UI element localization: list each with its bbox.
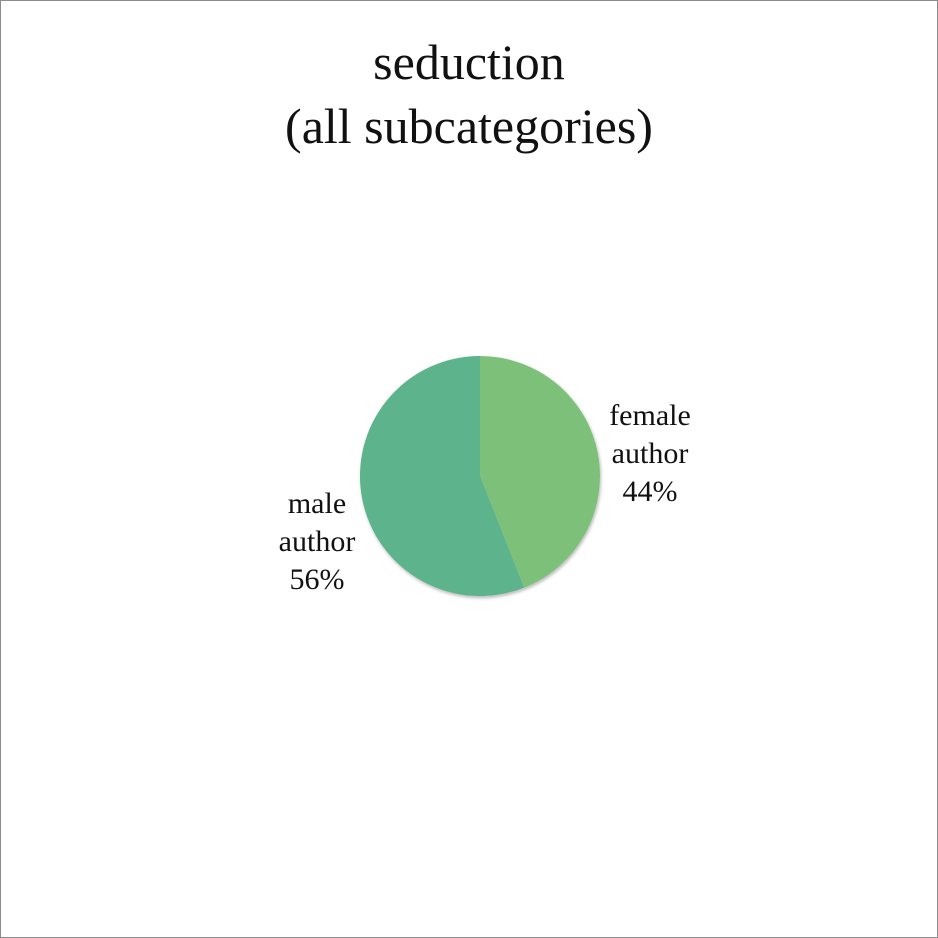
slice-label-female-line-2: author — [611, 437, 689, 470]
chart-title-line-1: seduction — [373, 34, 565, 90]
chart-title: seduction (all subcategories) — [0, 30, 938, 158]
slice-value-female: 44% — [622, 475, 678, 508]
slice-label-male-author: male author 56% — [252, 485, 382, 599]
pie-slice-male-author — [359, 356, 525, 596]
slice-label-female-line-1: female — [609, 399, 691, 432]
slice-value-male: 56% — [289, 563, 345, 596]
pie-slice-female-author — [480, 356, 600, 588]
pie-slices — [359, 356, 600, 596]
slice-label-female-author: female author 44% — [585, 397, 715, 511]
slice-label-male-line-1: male — [287, 487, 347, 520]
slice-label-male-line-2: author — [278, 525, 356, 558]
chart-title-line-2: (all subcategories) — [285, 98, 653, 154]
